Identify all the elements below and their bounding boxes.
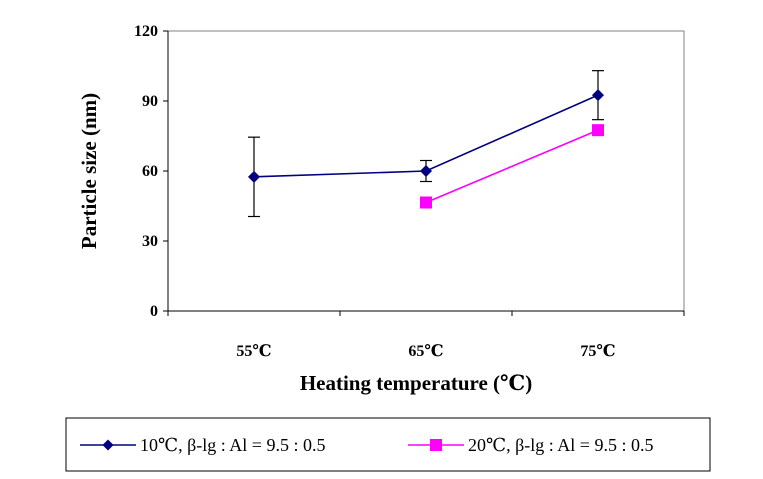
data-point [592,124,604,137]
y-tick-label: 60 [142,163,158,180]
data-point [592,89,604,102]
x-tick-label: 65℃ [408,343,443,360]
y-tick-label: 120 [134,23,158,40]
y-axis-title: Particle size (nm) [77,93,101,249]
x-tick-label: 55℃ [236,343,271,360]
legend-marker [102,439,114,451]
series-layer [248,70,604,218]
data-point [420,196,432,209]
x-axis: 55℃ 65℃ 75℃ [167,311,685,360]
y-tick-label: 90 [142,93,158,110]
legend-item-2: 20℃, β-lg : Al = 9.5 : 0.5 [408,435,653,455]
series-line [425,129,599,204]
x-axis-title: Heating temperature (℃) [300,371,532,395]
x-tick-label: 75℃ [580,343,615,360]
series-2 [420,124,604,209]
y-tick-label: 30 [142,233,158,250]
data-point [420,165,432,177]
legend-marker [430,439,442,451]
y-tick-label: 0 [150,303,158,320]
legend-box [65,417,711,472]
series-1 [248,70,604,218]
data-point [248,170,260,183]
legend: 10℃, β-lg : Al = 9.5 : 0.5 20℃, β-lg : Al… [65,417,711,472]
legend-label: 20℃, β-lg : Al = 9.5 : 0.5 [468,435,653,455]
legend-item-1: 10℃, β-lg : Al = 9.5 : 0.5 [80,435,325,455]
y-axis: 0 30 60 90 120 [134,23,168,320]
legend-label: 10℃, β-lg : Al = 9.5 : 0.5 [140,435,325,455]
